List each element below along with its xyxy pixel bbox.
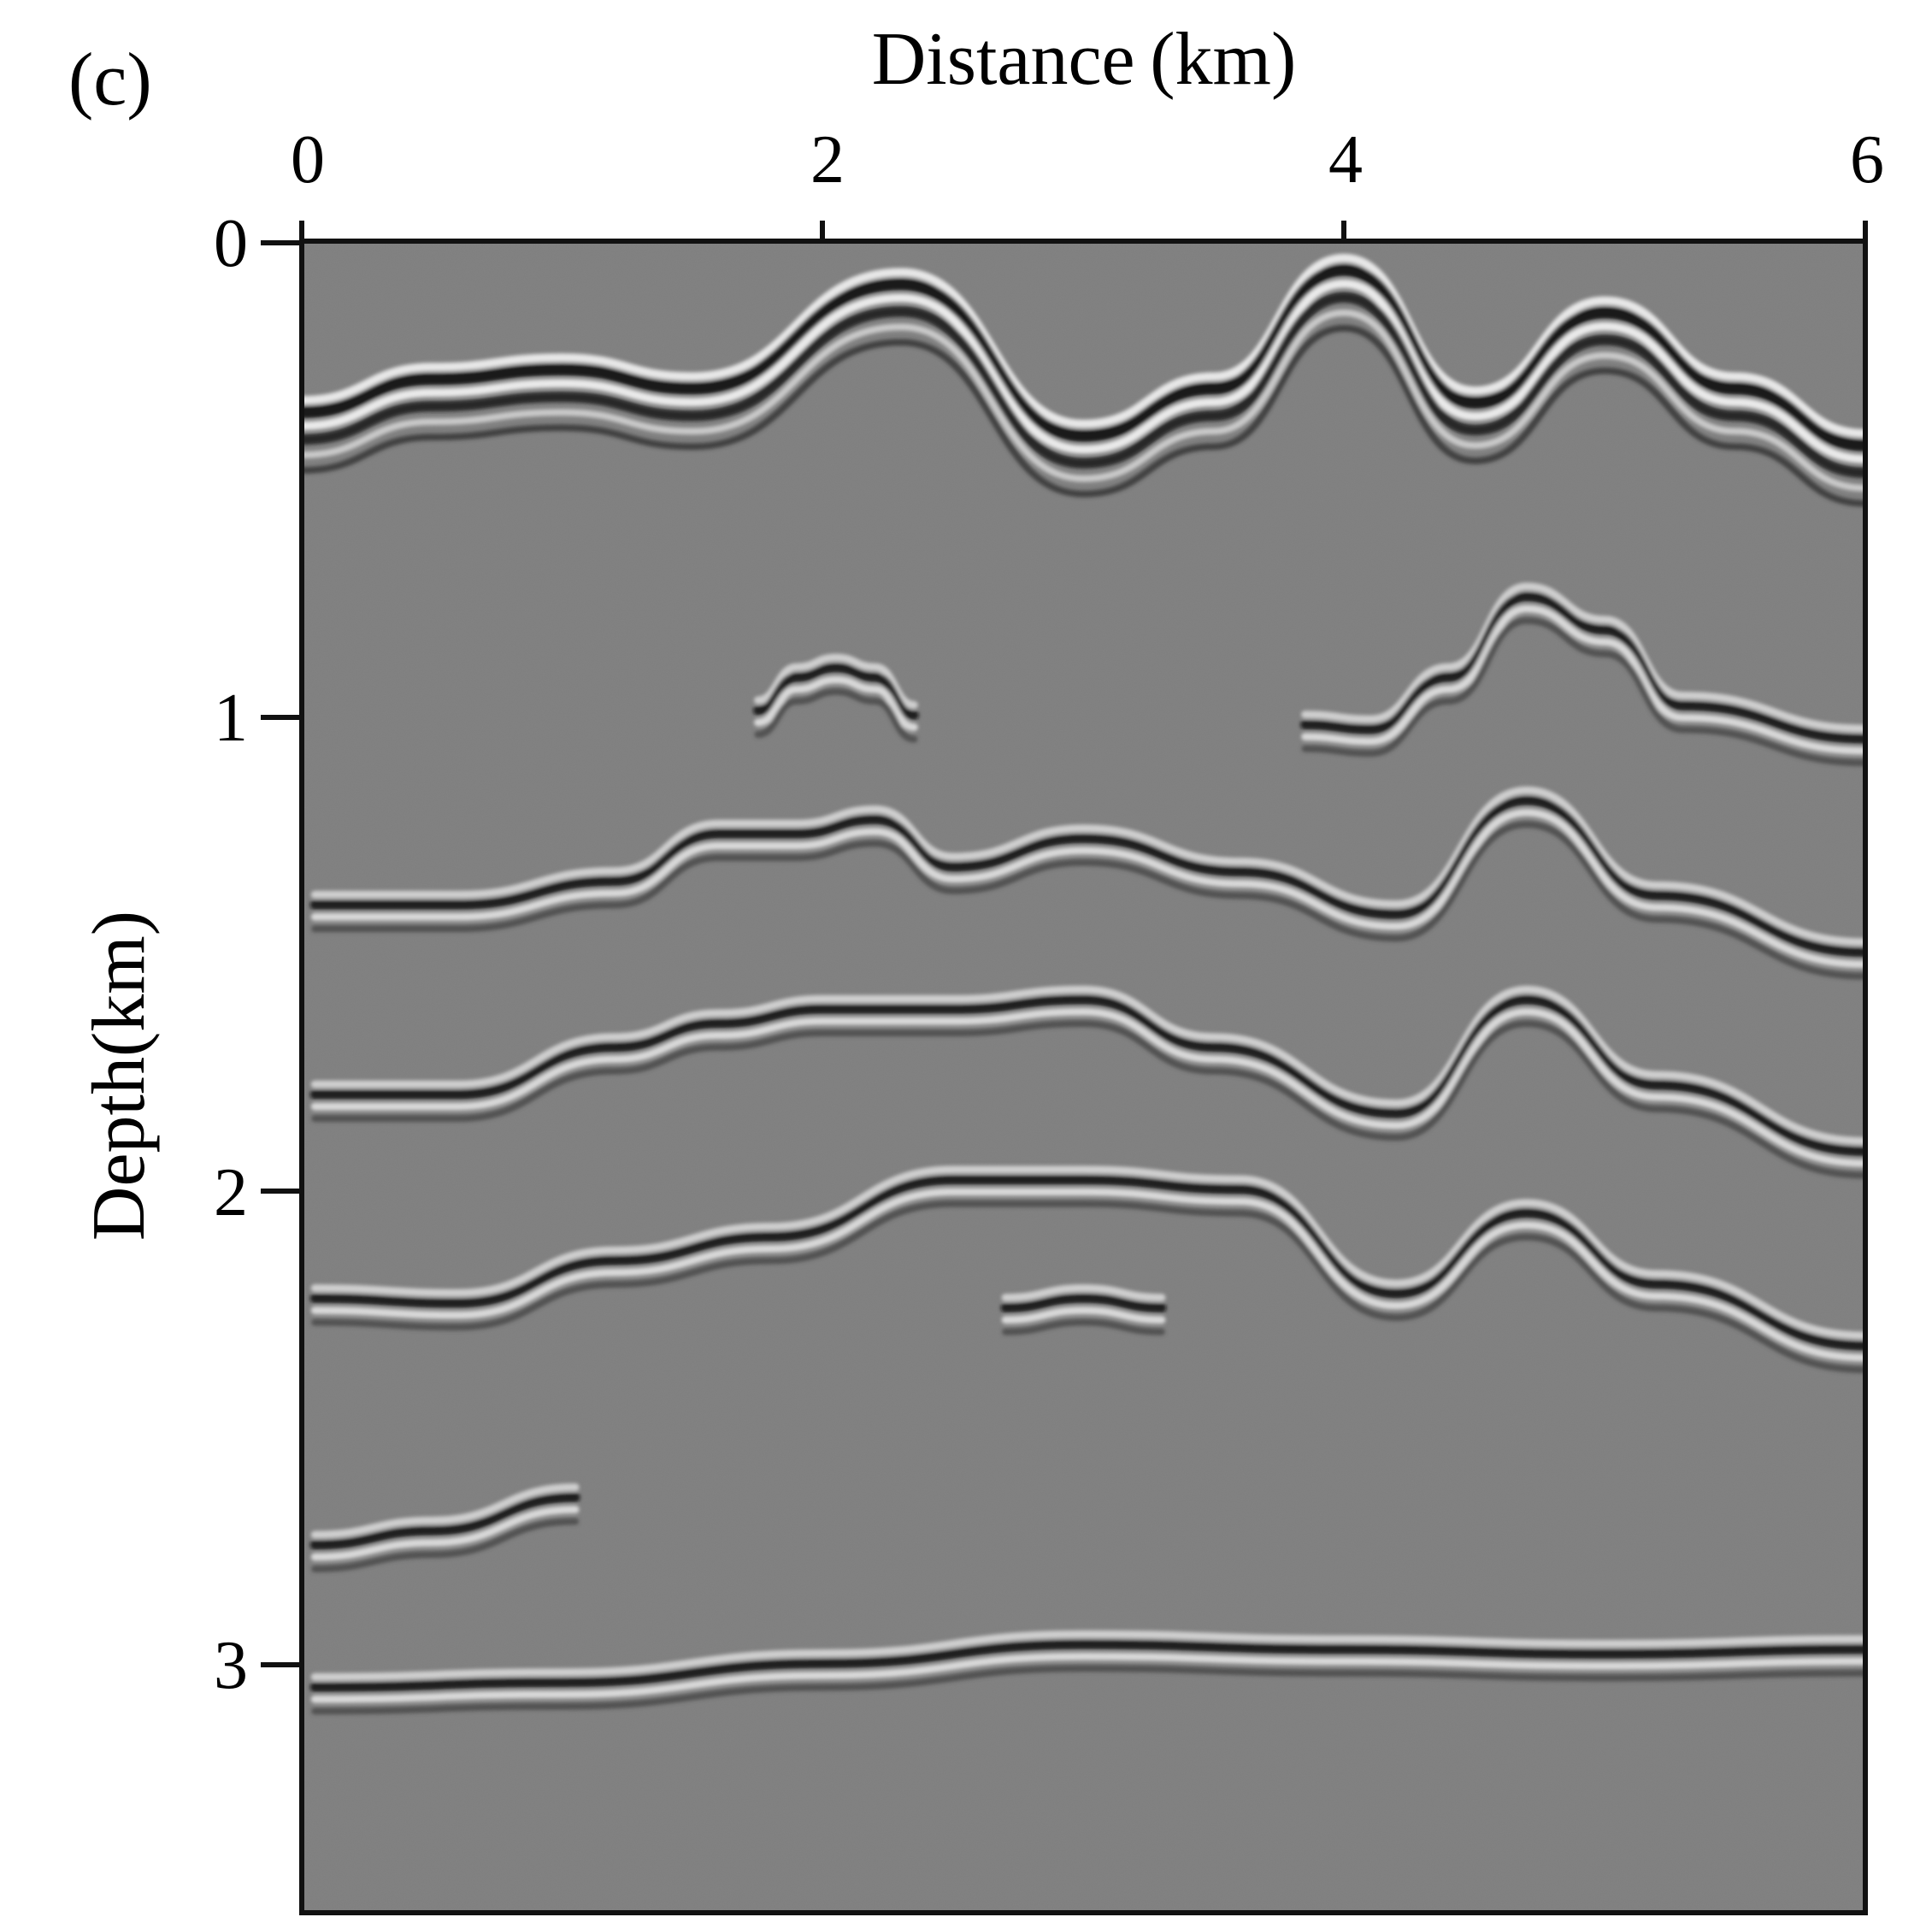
reflector-stripe <box>310 1483 580 1539</box>
reflector-r2 <box>309 985 1865 1179</box>
y-tick-marks <box>261 240 302 1667</box>
x-tick-labels: 0 2 4 6 <box>291 122 1884 198</box>
reflector-stripe <box>302 279 1865 463</box>
reflector-stripe <box>753 663 919 720</box>
reflector-stripe <box>310 1630 1865 1681</box>
reflector-r6 <box>1000 1284 1167 1336</box>
reflector-stripe <box>309 1639 1865 1692</box>
reflector-stripe <box>309 1492 580 1550</box>
y-tick-label-2: 2 <box>214 1155 248 1230</box>
reflector-stripe <box>310 1505 580 1561</box>
reflector-stripe <box>310 985 1865 1146</box>
reflector-stripe <box>1301 582 1865 733</box>
reflector-stripe <box>311 1665 1865 1715</box>
reflector-stripe <box>309 994 1865 1157</box>
reflector-stripe <box>311 1518 580 1572</box>
plot-frame <box>299 239 1868 1915</box>
reflector-stripe <box>1301 605 1865 755</box>
x-tick-label-6: 6 <box>1850 122 1884 198</box>
reflector-stripe <box>1300 592 1865 744</box>
reflector-stripe <box>754 688 918 743</box>
reflector-stripe <box>1001 1284 1166 1302</box>
reflector-stripe <box>302 263 1865 451</box>
seismic-image <box>302 241 1865 1913</box>
reflector-stripe <box>1000 1294 1167 1313</box>
reflector-stripe <box>1002 1318 1165 1336</box>
reflector-stripe <box>310 808 1865 969</box>
x-tick-marks <box>299 221 1868 241</box>
reflector-r7 <box>1300 582 1865 767</box>
reflector-r4 <box>309 1483 580 1572</box>
reflector-r5 <box>309 1630 1865 1715</box>
reflector-stripe <box>302 292 1865 478</box>
y-tick-label-3: 3 <box>214 1628 248 1703</box>
reflector-stripe <box>302 309 1865 492</box>
reflector-stripe <box>311 1200 1865 1373</box>
reflector-stripe <box>310 786 1865 947</box>
reflector-layer <box>302 253 1865 1715</box>
reflector-stripe <box>310 1007 1865 1168</box>
x-axis-title: Distance (km) <box>872 18 1297 101</box>
reflector-dome-small <box>753 653 919 743</box>
reflector-topography <box>302 253 1865 507</box>
reflector-stripe <box>302 324 1865 507</box>
reflector-stripe <box>302 253 1865 438</box>
reflector-stripe <box>311 1020 1865 1179</box>
reflector-stripe <box>310 1165 1865 1340</box>
y-tick-label-0: 0 <box>214 206 248 281</box>
x-tick-label-2: 2 <box>810 122 845 198</box>
reflector-stripe <box>754 653 918 709</box>
x-tick-label-0: 0 <box>291 122 325 198</box>
reflector-stripe <box>310 1652 1865 1703</box>
y-axis-title: Depth(km) <box>78 911 161 1241</box>
panel-label: (c) <box>68 38 152 121</box>
reflector-r1 <box>309 786 1865 980</box>
y-tick-labels: 0 1 2 3 <box>214 206 248 1703</box>
reflector-stripe <box>309 795 1865 958</box>
x-tick-label-4: 4 <box>1328 122 1363 198</box>
reflector-r3 <box>309 1165 1865 1373</box>
reflector-stripe <box>1001 1307 1166 1324</box>
y-tick-label-1: 1 <box>214 681 248 756</box>
reflector-stripe <box>754 675 918 731</box>
reflector-stripe <box>309 1175 1865 1351</box>
reflector-stripe <box>1301 616 1865 767</box>
reflector-stripe <box>310 1188 1865 1362</box>
reflector-stripe <box>311 821 1865 980</box>
